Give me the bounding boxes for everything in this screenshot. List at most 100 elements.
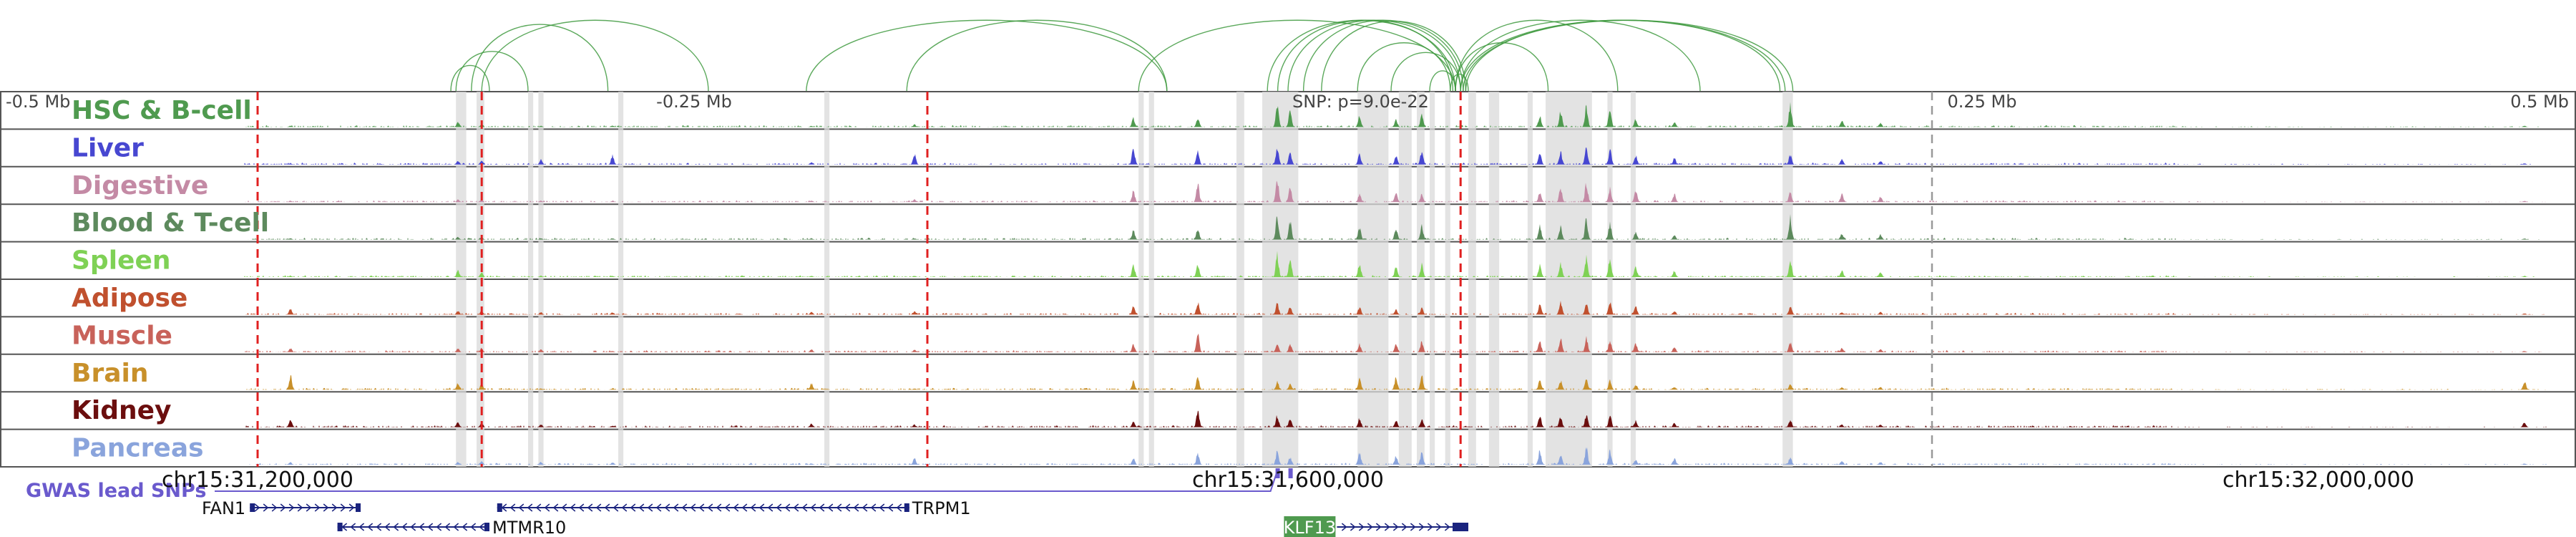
gene-strand-chevron [621, 503, 628, 512]
track-label: Pancreas [72, 434, 204, 463]
gene-label: FAN1 [202, 498, 245, 518]
gene-strand-chevron [887, 503, 894, 512]
gene-strand-chevron [367, 523, 374, 531]
highlight-region [538, 92, 544, 467]
highlight-region [1782, 92, 1793, 467]
loop-arc [1460, 19, 1786, 92]
highlight-region [1445, 92, 1450, 467]
gene-strand-chevron [698, 503, 705, 512]
track-label: Muscle [72, 321, 172, 350]
gene-strand-chevron [1350, 523, 1356, 531]
track-label: Liver [72, 133, 144, 163]
gene-strand-chevron [741, 503, 748, 512]
gwas-snp-mark [1275, 468, 1280, 478]
gene-strand-chevron [819, 503, 825, 512]
gene-strand-chevron [518, 503, 525, 512]
signal-track [0, 147, 2576, 165]
signal-track [0, 180, 2576, 203]
gene-strand-chevron [350, 523, 356, 531]
gene-exon [904, 503, 909, 512]
gene-strand-chevron [767, 503, 774, 512]
gene-strand-chevron [509, 503, 516, 512]
gene-strand-chevron [331, 503, 338, 512]
gene-strand-chevron [470, 523, 477, 531]
gene-strand-chevron [358, 523, 365, 531]
gene-strand-chevron [340, 503, 346, 512]
gwas-label: GWAS lead SNPs [26, 480, 206, 502]
gene-strand-chevron [384, 523, 391, 531]
gene-strand-chevron [784, 503, 791, 512]
loop-arc [1287, 19, 1461, 92]
gene-strand-chevron [647, 503, 653, 512]
gene-strand-chevron [638, 503, 645, 512]
gene-strand-chevron [810, 503, 816, 512]
gene-strand-chevron [758, 503, 765, 512]
gene-exon [1453, 523, 1468, 531]
highlight-regions [456, 92, 1793, 467]
loop-arc [1357, 42, 1451, 92]
track-label: HSC & B-cell [72, 96, 252, 125]
gene-strand-chevron [673, 503, 679, 512]
gene-strand-chevron [348, 503, 355, 512]
gene-label: KLF13 [1284, 518, 1336, 537]
gene-strand-chevron [393, 523, 399, 531]
gene-strand-chevron [288, 503, 295, 512]
track-label: Kidney [72, 396, 172, 425]
gene-strand-chevron [896, 503, 902, 512]
gene-strand-chevron [263, 503, 269, 512]
gene-strand-chevron [879, 503, 885, 512]
axis-layer: -0.5 Mb -0.25 Mb 0.25 Mb 0.5 Mb SNP: p=9.0e-… [6, 92, 2569, 502]
highlight-region [1262, 92, 1299, 467]
gene-strand-chevron [724, 503, 731, 512]
gene-strand-chevron [716, 503, 722, 512]
highlight-region [528, 92, 534, 467]
gene-strand-chevron [444, 523, 451, 531]
gene-strand-chevron [254, 503, 260, 512]
track-labels: HSC & B-cell Liver Digestive Blood & T-cell… [72, 96, 269, 463]
gene-strand-chevron [297, 503, 303, 512]
genomic-axis-label: chr15:32,000,000 [2223, 468, 2414, 493]
gene-strand-chevron [410, 523, 416, 531]
loop-arc [455, 51, 529, 92]
gene-strand-chevron [1384, 523, 1390, 531]
highlight-region [1630, 92, 1636, 467]
gene-strand-chevron [1367, 523, 1373, 531]
gene-strand-chevron [613, 503, 619, 512]
highlight-region [1236, 92, 1244, 467]
gene-strand-chevron [1435, 523, 1442, 531]
loop-arc [481, 19, 709, 92]
gene-strand-chevron [427, 523, 434, 531]
loop-arc [1455, 42, 1549, 92]
gene-strand-chevron [376, 523, 382, 531]
gene-strand-chevron [750, 503, 756, 512]
loop-arc [1460, 19, 1701, 92]
gwas-snp-mark [1288, 468, 1293, 478]
gene-strand-chevron [1341, 523, 1347, 531]
loop-arc [906, 19, 1168, 92]
gene-label: TRPM1 [912, 498, 971, 518]
gene-strand-chevron [1375, 523, 1382, 531]
gene-strand-chevron [1444, 523, 1450, 531]
track-label: Spleen [72, 246, 171, 276]
gene-strand-chevron [544, 503, 550, 512]
track-label: Digestive [72, 171, 208, 200]
signal-track [0, 251, 2576, 277]
gene-strand-chevron [1358, 523, 1365, 531]
signal-tracks [0, 102, 2576, 465]
gene-strand-chevron [306, 503, 312, 512]
highlight-region [824, 92, 830, 467]
gene-strand-chevron [801, 503, 808, 512]
gene-exon [497, 503, 502, 512]
highlight-region [1527, 92, 1533, 467]
highlight-region [1488, 92, 1500, 467]
gene-strand-chevron [595, 503, 602, 512]
gene-strand-chevron [527, 503, 533, 512]
gene-strand-chevron [453, 523, 459, 531]
loop-arc [1302, 19, 1464, 92]
gene-exon [250, 503, 255, 512]
loop-arc [1429, 70, 1456, 92]
loop-arc [1455, 19, 1619, 92]
gene-strand-chevron [552, 503, 559, 512]
gene-strand-chevron [604, 503, 610, 512]
